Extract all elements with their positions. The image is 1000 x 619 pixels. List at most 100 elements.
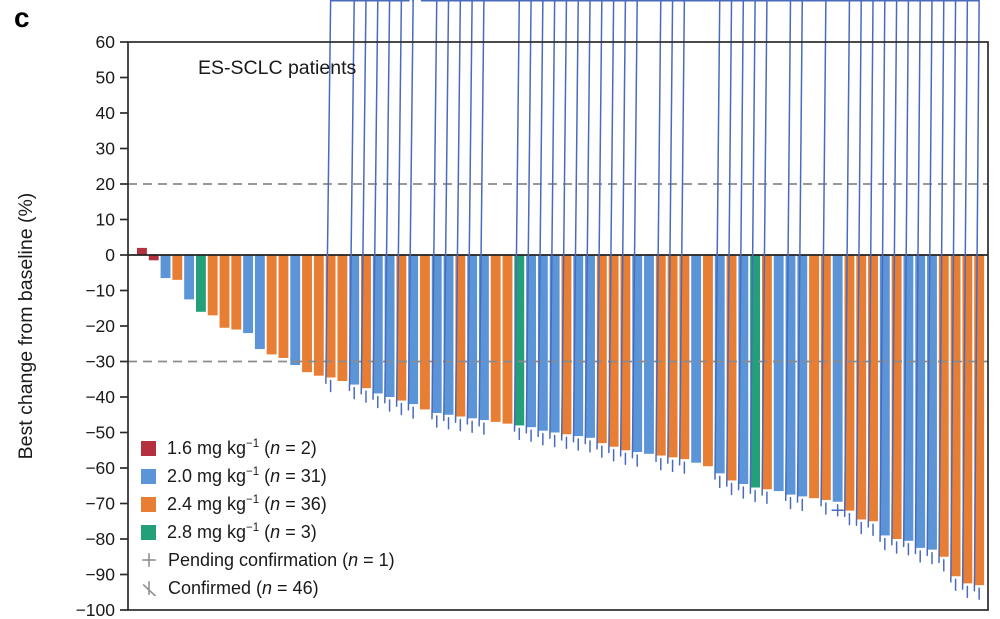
legend-label: Confirmed (n = 46) [168, 577, 319, 598]
legend-item: 2.8 mg kg−1 (n = 3) [141, 518, 395, 546]
y-tick-label: −60 [85, 458, 115, 478]
bar [974, 255, 985, 586]
bar [443, 255, 454, 415]
bar [302, 255, 312, 373]
bar [644, 255, 654, 454]
chart-legend: 1.6 mg kg−1 (n = 2) 2.0 mg kg−1 (n = 31) 2… [141, 434, 395, 602]
asterisk-icon [142, 581, 157, 596]
legend-label: Pending confirmation (n = 1) [168, 549, 395, 570]
bar [856, 255, 867, 520]
bar [172, 255, 183, 280]
legend-label: 2.4 mg kg−1 (n = 36) [167, 493, 327, 514]
y-tick-label: 10 [96, 210, 116, 230]
y-tick-label: 0 [105, 245, 115, 265]
bar [148, 255, 159, 261]
pending-marker [831, 503, 844, 517]
bar [549, 255, 560, 433]
bar [820, 255, 831, 500]
panel-label: c [14, 2, 30, 33]
bar [596, 255, 607, 444]
bar [278, 255, 289, 358]
y-tick-label: 20 [96, 174, 116, 194]
bar [384, 255, 395, 397]
dose-swatch-icon [141, 440, 156, 456]
bar [231, 255, 242, 330]
bar [184, 255, 195, 300]
bar [832, 255, 843, 502]
bar [891, 255, 902, 539]
bar [927, 255, 937, 550]
bar [868, 255, 878, 522]
y-tick-label: −80 [85, 529, 115, 549]
legend-item: 2.0 mg kg−1 (n = 31) [141, 462, 395, 490]
dose-swatch-icon [141, 496, 156, 512]
bar [478, 255, 489, 421]
y-tick-label: −30 [85, 352, 115, 372]
bar [879, 255, 890, 536]
legend-item: 1.6 mg kg−1 (n = 2) [141, 434, 395, 462]
bar [490, 255, 501, 422]
bar [455, 255, 466, 417]
bar [962, 255, 973, 584]
legend-item: Pending confirmation (n = 1) [141, 546, 395, 574]
y-tick-label: −70 [85, 494, 115, 514]
bar [561, 255, 572, 435]
legend-item: Confirmed (n = 46) [141, 574, 395, 602]
bar [738, 255, 749, 484]
bar [361, 255, 371, 389]
bar [431, 255, 442, 413]
confirmed-marker [395, 0, 410, 416]
legend-label: 2.0 mg kg−1 (n = 31) [167, 465, 327, 486]
bar [608, 255, 619, 447]
dose-swatch-icon [141, 524, 156, 540]
y-tick-label: 30 [96, 139, 116, 159]
bar [773, 255, 784, 492]
bar [632, 255, 643, 453]
bar [160, 255, 171, 279]
y-tick-label: 40 [96, 103, 116, 123]
bar [655, 255, 666, 456]
y-tick-label: −10 [85, 281, 115, 301]
bar [537, 255, 548, 431]
bar [573, 255, 584, 437]
bar [844, 255, 855, 511]
bar [750, 255, 761, 488]
bar [797, 255, 808, 497]
y-tick-label: −20 [85, 316, 115, 336]
legend-label: 1.6 mg kg−1 (n = 2) [167, 437, 317, 458]
y-tick-label: 50 [96, 68, 116, 88]
bar [243, 255, 254, 334]
bar [620, 255, 631, 451]
bar [325, 255, 336, 378]
y-tick-label: −100 [76, 600, 116, 619]
bar [950, 255, 961, 577]
dose-swatch-icon [141, 468, 156, 484]
bar [207, 255, 218, 316]
bar [726, 255, 737, 481]
legend-label: 2.8 mg kg−1 (n = 3) [167, 521, 317, 542]
bar [761, 255, 772, 490]
bar [585, 255, 595, 438]
bar [809, 255, 820, 499]
bar [137, 247, 147, 255]
bar [349, 255, 360, 385]
y-tick-label: 60 [96, 32, 116, 52]
plus-icon [142, 553, 156, 567]
bar [514, 255, 525, 426]
bar [785, 255, 796, 495]
y-tick-label: −90 [85, 565, 115, 585]
bar [667, 255, 678, 458]
chart-title: ES-SCLC patients [198, 57, 357, 79]
bar [254, 255, 265, 350]
confirmed-marker [592, 0, 980, 600]
bar [313, 255, 324, 376]
confirmed-marker [424, 0, 462, 432]
y-tick-label: −40 [85, 387, 115, 407]
bar [903, 255, 914, 541]
bar [714, 255, 725, 474]
confirmed-marker [549, 0, 556, 448]
bar [337, 255, 348, 382]
bar [502, 255, 513, 424]
